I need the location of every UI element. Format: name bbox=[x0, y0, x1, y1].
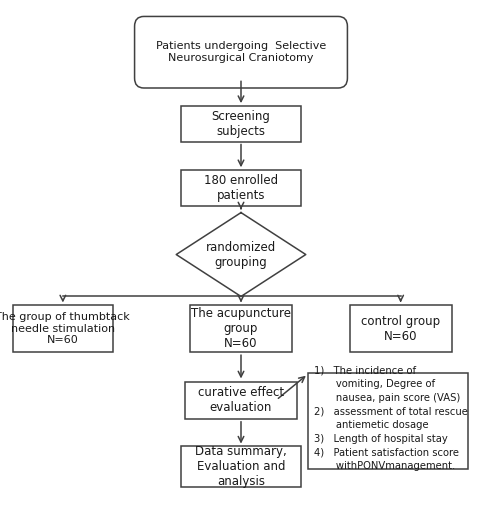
Text: Screening
subjects: Screening subjects bbox=[212, 110, 270, 138]
Text: curative effect
evaluation: curative effect evaluation bbox=[198, 386, 284, 414]
Text: randomized
grouping: randomized grouping bbox=[206, 241, 276, 268]
Text: The group of thumbtack
needle stimulation
N=60: The group of thumbtack needle stimulatio… bbox=[0, 312, 130, 345]
Text: The acupuncture
group
N=60: The acupuncture group N=60 bbox=[191, 307, 291, 350]
Text: Patients undergoing  Selective
Neurosurgical Craniotomy: Patients undergoing Selective Neurosurgi… bbox=[156, 42, 326, 63]
Text: control group
N=60: control group N=60 bbox=[361, 315, 440, 342]
Text: Data summary,
Evaluation and
analysis: Data summary, Evaluation and analysis bbox=[195, 445, 287, 488]
Text: 1)   The incidence of
       vomiting, Degree of
       nausea, pain score (VAS): 1) The incidence of vomiting, Degree of … bbox=[314, 366, 468, 471]
Text: 180 enrolled
patients: 180 enrolled patients bbox=[204, 174, 278, 202]
